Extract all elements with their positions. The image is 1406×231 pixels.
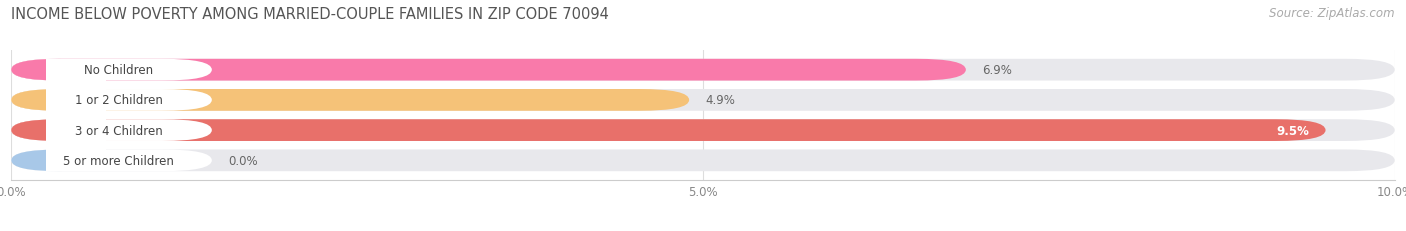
- Text: INCOME BELOW POVERTY AMONG MARRIED-COUPLE FAMILIES IN ZIP CODE 70094: INCOME BELOW POVERTY AMONG MARRIED-COUPL…: [11, 7, 609, 22]
- FancyBboxPatch shape: [11, 60, 966, 81]
- Text: 4.9%: 4.9%: [706, 94, 735, 107]
- FancyBboxPatch shape: [11, 150, 212, 171]
- Text: 1 or 2 Children: 1 or 2 Children: [75, 94, 163, 107]
- Text: 5 or more Children: 5 or more Children: [63, 154, 174, 167]
- FancyBboxPatch shape: [11, 120, 1395, 141]
- FancyBboxPatch shape: [11, 90, 689, 111]
- FancyBboxPatch shape: [46, 60, 105, 81]
- FancyBboxPatch shape: [11, 60, 212, 81]
- Text: 0.0%: 0.0%: [228, 154, 259, 167]
- Text: 3 or 4 Children: 3 or 4 Children: [75, 124, 162, 137]
- FancyBboxPatch shape: [11, 120, 96, 141]
- FancyBboxPatch shape: [11, 150, 96, 171]
- Text: No Children: No Children: [84, 64, 153, 77]
- FancyBboxPatch shape: [11, 150, 1395, 171]
- FancyBboxPatch shape: [46, 90, 105, 111]
- FancyBboxPatch shape: [11, 120, 212, 141]
- FancyBboxPatch shape: [11, 60, 96, 81]
- FancyBboxPatch shape: [11, 60, 1395, 81]
- FancyBboxPatch shape: [11, 90, 212, 111]
- FancyBboxPatch shape: [46, 150, 105, 171]
- Text: 6.9%: 6.9%: [983, 64, 1012, 77]
- Text: 9.5%: 9.5%: [1277, 124, 1309, 137]
- FancyBboxPatch shape: [11, 90, 1395, 111]
- FancyBboxPatch shape: [11, 120, 1326, 141]
- FancyBboxPatch shape: [11, 90, 96, 111]
- Text: Source: ZipAtlas.com: Source: ZipAtlas.com: [1270, 7, 1395, 20]
- FancyBboxPatch shape: [46, 120, 105, 141]
